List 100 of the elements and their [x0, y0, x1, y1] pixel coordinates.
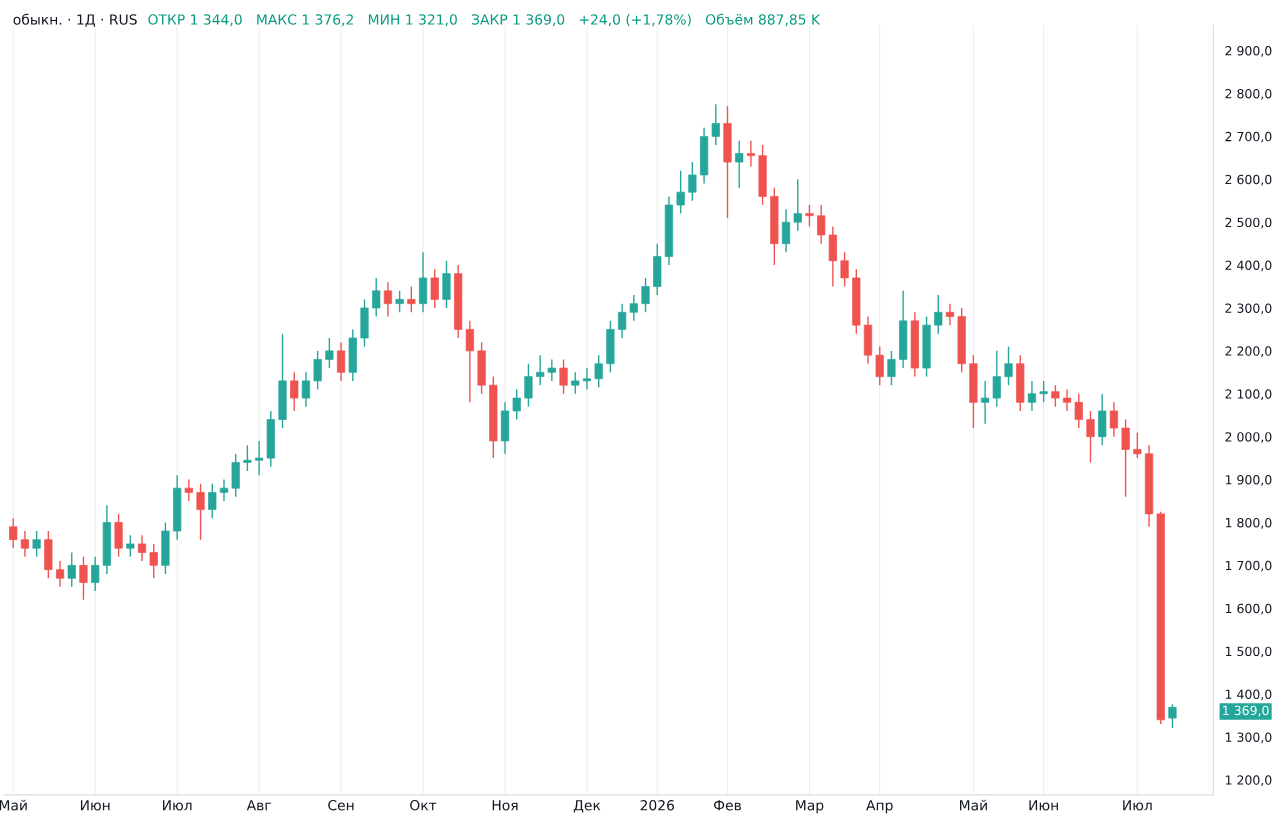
- candlestick: [20, 530, 30, 558]
- x-tick-label: Мар: [796, 800, 824, 814]
- candlestick: [840, 251, 849, 288]
- x-tick-label: 2026: [640, 799, 675, 811]
- candlestick: [67, 551, 76, 588]
- candlestick: [395, 290, 404, 313]
- candlestick: [1074, 393, 1083, 429]
- candlestick: [1109, 401, 1119, 438]
- candlestick: [407, 285, 416, 313]
- candlestick: [1027, 380, 1037, 412]
- candlestick: [688, 161, 697, 202]
- x-tick-label: Июн: [80, 800, 110, 811]
- candlestick: [629, 294, 638, 322]
- candlestick: [676, 170, 685, 215]
- candlestick: [149, 543, 158, 579]
- candlestick: [547, 358, 556, 382]
- candlestick: [1121, 418, 1130, 498]
- y-tick-label: 1 200,0: [1225, 775, 1272, 787]
- candlestick: [219, 478, 229, 502]
- candlestick: [1004, 345, 1013, 386]
- candlestick: [313, 350, 322, 391]
- x-tick-label: Июл: [163, 800, 192, 811]
- candlestick: [372, 277, 381, 318]
- y-tick-label: 1 500,0: [1225, 646, 1272, 658]
- y-tick-label: 1 300,0: [1225, 732, 1272, 744]
- y-tick-label: 2 300,0: [1225, 303, 1272, 315]
- candlestick: [336, 341, 346, 382]
- y-tick-label: 1 600,0: [1225, 603, 1272, 615]
- candlestick: [817, 204, 826, 245]
- y-tick-label: 2 700,0: [1225, 131, 1272, 143]
- x-tick-label: Авг: [246, 800, 271, 811]
- y-tick-label: 2 900,0: [1225, 46, 1272, 57]
- candlestick: [571, 371, 580, 395]
- y-tick-label: 2 100,0: [1225, 389, 1272, 400]
- y-tick-label: 1 400,0: [1225, 689, 1272, 701]
- candlestick: [430, 268, 439, 309]
- candlestick: [255, 440, 264, 476]
- candlestick: [301, 371, 311, 408]
- candlestick: [524, 363, 533, 408]
- candlestick: [290, 371, 299, 412]
- candlestick: [735, 139, 744, 189]
- candlestick: [126, 534, 135, 558]
- x-tick-label: Апр: [866, 800, 893, 814]
- y-tick-label: 1 800,0: [1225, 517, 1272, 529]
- candlestick: [981, 380, 990, 425]
- x-tick-label: Июл: [1123, 800, 1152, 811]
- y-tick-label: 2 000,0: [1225, 432, 1272, 443]
- candlestick: [641, 277, 650, 313]
- x-tick-label: Июн: [1029, 800, 1058, 811]
- candlestick: [196, 483, 205, 541]
- candlestick: [465, 320, 474, 404]
- candlestick: [1168, 703, 1177, 729]
- candlestick: [594, 354, 603, 389]
- y-tick-label: 2 600,0: [1225, 174, 1272, 186]
- y-tick-label: 2 200,0: [1225, 346, 1272, 358]
- candlestick: [1039, 380, 1048, 404]
- candlestick: [91, 556, 100, 592]
- x-tick-label: Май: [960, 799, 987, 811]
- candlestick: [536, 354, 545, 386]
- candlestick: [55, 560, 65, 588]
- x-tick-label: Окт: [410, 799, 437, 811]
- candlestick: [711, 103, 720, 146]
- candlestick: [325, 337, 334, 369]
- candlestick: [582, 367, 592, 391]
- candlestick: [875, 345, 884, 386]
- candlestick: [781, 208, 791, 253]
- chart-title: обыкн. · 1Д · RUS: [13, 13, 137, 27]
- candlestick: [1051, 384, 1060, 408]
- x-tick-label: Ноя: [492, 800, 518, 811]
- candlestick: [1086, 410, 1095, 464]
- candlestick: [805, 204, 814, 228]
- candlestick: [1133, 431, 1142, 459]
- candlestick: [1062, 388, 1072, 412]
- candlestick: [243, 444, 252, 472]
- candlestick: [618, 302, 627, 339]
- candlestick: [559, 358, 568, 395]
- candlestick: [934, 294, 943, 335]
- chart-subtitle: ОТКР 1 344,0 МАКС 1 376,2 МИН 1 321,0 ЗАКР 1 369,0 +24,0 (+1,78%) Объём 887,85 K: [148, 13, 821, 27]
- y-tick-label: 2 400,0: [1225, 260, 1272, 272]
- text: 1 369,0: [1223, 705, 1269, 717]
- candlestick: [992, 350, 1001, 408]
- y-tick-label: 2 800,0: [1225, 88, 1272, 100]
- x-tick-label: Май: [0, 799, 27, 811]
- x-tick-label: Дек: [573, 800, 601, 813]
- candlestick: [746, 139, 756, 168]
- candlestick: [184, 478, 193, 502]
- candlestick: [32, 530, 41, 558]
- candlestick: [208, 483, 217, 519]
- candlestick: [945, 302, 955, 326]
- y-tick-label: 2 500,0: [1225, 217, 1272, 229]
- y-tick-label: 1 900,0: [1225, 475, 1272, 486]
- candlestick: [79, 556, 88, 601]
- candlestick: [512, 388, 521, 421]
- x-tick-label: Фев: [713, 800, 742, 811]
- candlestick: [137, 534, 147, 562]
- candlestick: [383, 281, 393, 318]
- candlestick: [887, 350, 896, 386]
- candlestick: [9, 517, 18, 549]
- x-tick-label: Сен: [328, 799, 354, 811]
- candlestick: [793, 178, 802, 232]
